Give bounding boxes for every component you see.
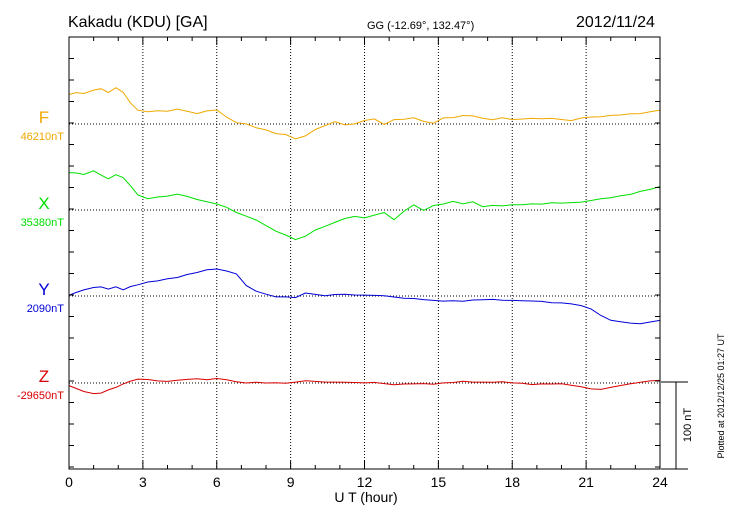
date-label: 2012/11/24 (576, 14, 655, 31)
plotted-note: Plotted at 2012/12/25 01:27 UT (716, 333, 726, 459)
x-tick-label-0: 0 (65, 474, 73, 490)
series-line-X (68, 170, 661, 241)
series-name-Y: Y (38, 280, 49, 299)
axis-ticks: 0 3 6 9 12 15 18 21 24 (65, 37, 668, 490)
x-axis-label: U T (hour) (334, 489, 397, 505)
x-tick-label-6: 6 (213, 474, 221, 490)
x-tick-label-24: 24 (652, 474, 668, 490)
x-tick-label-21: 21 (578, 474, 594, 490)
series-labels: F 46210nT X 35380nT Y 2090nT Z -29650nT (17, 108, 64, 402)
x-tick-label-12: 12 (357, 474, 373, 490)
series-name-Z: Z (39, 367, 49, 386)
series-baseline-X: 35380nT (21, 217, 65, 229)
station-title: Kakadu (KDU) [GA] (68, 14, 208, 31)
coordinates-label: GG (-12.69°, 132.47°) (367, 20, 474, 32)
series-baseline-F: 46210nT (21, 131, 65, 143)
x-tick-label-15: 15 (431, 474, 447, 490)
series-layer (68, 87, 661, 395)
x-tick-label-9: 9 (287, 474, 295, 490)
grid-lines (69, 37, 660, 469)
series-line-F (68, 87, 661, 140)
series-name-X: X (38, 194, 49, 213)
series-baseline-Y: 2090nT (27, 303, 65, 315)
series-name-F: F (39, 108, 49, 127)
series-baseline-Z: -29650nT (17, 390, 64, 402)
x-tick-label-18: 18 (504, 474, 520, 490)
series-line-Z (68, 377, 661, 395)
x-tick-label-3: 3 (139, 474, 147, 490)
scale-bar: 100 nT (661, 381, 694, 470)
scale-bar-label: 100 nT (682, 408, 694, 443)
series-line-Y (68, 268, 661, 325)
